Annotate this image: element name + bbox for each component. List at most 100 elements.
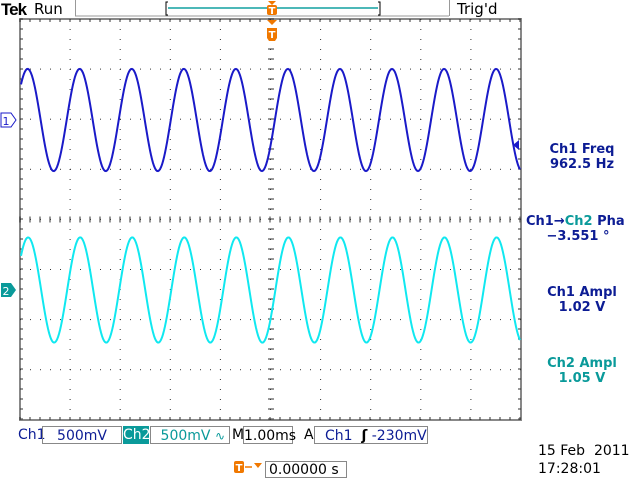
grid-dot: [130, 118, 131, 120]
grid-dot: [390, 118, 391, 120]
grid-dot: [169, 189, 171, 190]
grid-dot: [130, 168, 131, 170]
grid-dot: [470, 229, 472, 230]
ch1-scale[interactable]: 500mV: [42, 426, 122, 444]
grid-dot: [340, 369, 341, 371]
grid-dot: [490, 118, 491, 120]
grid-dot: [420, 39, 422, 40]
grid-dot: [140, 168, 141, 170]
grid-dot: [69, 229, 71, 230]
grid-dot: [470, 159, 472, 160]
grid-dot: [119, 239, 121, 240]
ch2-ground-marker[interactable]: 2: [1, 283, 16, 298]
grid-dot: [30, 118, 31, 120]
grid-dot: [470, 329, 472, 330]
grid-dot: [260, 118, 261, 120]
grid-dot: [370, 329, 372, 330]
grid-dot: [40, 68, 41, 70]
grid-dot: [280, 68, 281, 70]
grid-dot: [340, 269, 341, 270]
measurement-ch1-ampl: Ch1 Ampl 1.02 V: [530, 285, 634, 315]
grid-dot: [300, 319, 301, 321]
grid-dot: [420, 289, 422, 290]
ch2-label[interactable]: Ch2: [123, 426, 151, 444]
grid-dot: [510, 319, 511, 321]
grid-dot: [220, 168, 221, 170]
grid-dot: [370, 49, 372, 50]
time: 17:28:01: [538, 461, 601, 477]
grid-dot: [320, 319, 321, 321]
grid-dot: [30, 68, 31, 70]
grid-dot: [460, 319, 461, 321]
grid-dot: [420, 199, 422, 200]
grid-dot: [420, 79, 422, 80]
grid-dot: [169, 129, 171, 130]
measurement-label: Ch1 Freq: [549, 142, 615, 157]
grid-dot: [130, 269, 131, 270]
trigger-position-icon: T: [234, 459, 266, 479]
grid-dot: [219, 189, 221, 190]
svg-text:1: 1: [3, 115, 10, 128]
grid-dot: [320, 49, 322, 50]
grid-dot: [219, 329, 221, 330]
grid-dot: [470, 49, 472, 50]
grid-dot: [219, 349, 221, 350]
grid-dot: [170, 319, 171, 321]
ch2-scale[interactable]: 500mV ∿: [150, 426, 230, 444]
grid-dot: [169, 249, 171, 250]
grid-dot: [440, 269, 441, 270]
grid-dot: [219, 99, 221, 100]
grid-dot: [370, 259, 372, 260]
grid-dot: [169, 399, 171, 400]
grid-dot: [370, 389, 372, 390]
grid-dot: [69, 139, 71, 140]
grid-dot: [290, 118, 291, 120]
grid-dot: [140, 319, 141, 321]
grid-dot: [170, 168, 171, 170]
trigger-settings[interactable]: Ch1 ʃ -230mV: [314, 426, 428, 444]
trigger-position-value[interactable]: 0.00000 s: [265, 461, 347, 478]
grid-dot: [420, 369, 421, 371]
grid-dot: [400, 168, 401, 170]
ch1-label[interactable]: Ch1: [18, 427, 46, 443]
timebase-value[interactable]: 1.00ms: [243, 426, 297, 444]
grid-dot: [130, 319, 131, 321]
grid-dot: [119, 49, 121, 50]
grid-dot: [80, 118, 81, 120]
grid-dot: [320, 139, 322, 140]
grid-dot: [420, 159, 422, 160]
grid-dot: [219, 49, 221, 50]
trigger-level: -230mV: [371, 428, 427, 444]
grid-dot: [40, 369, 41, 371]
grid-dot: [169, 149, 171, 150]
grid-dot: [50, 118, 51, 120]
grid-dot: [219, 359, 221, 360]
grid-dot: [400, 68, 401, 70]
grid-dot: [110, 68, 111, 70]
grid-dot: [260, 68, 261, 70]
grid-dot: [169, 139, 171, 140]
grid-dot: [470, 399, 472, 400]
grid-dot: [420, 109, 422, 110]
grid-dot: [430, 369, 431, 371]
measurement-phase: Ch1→Ch2 Pha −3.551 °: [526, 214, 640, 244]
grid-dot: [180, 168, 181, 170]
grid-dot: [370, 249, 372, 250]
grid-dot: [420, 59, 422, 60]
grid-dot: [260, 319, 261, 321]
grid-dot: [240, 369, 241, 371]
grid-dot: [190, 369, 191, 371]
grid-dot: [350, 319, 351, 321]
grid-dot: [119, 249, 121, 250]
grid-dot: [420, 49, 422, 50]
grid-dot: [230, 319, 231, 321]
grid-dot: [340, 118, 341, 120]
grid-dot: [219, 209, 221, 210]
grid-dot: [169, 409, 171, 410]
grid-dot: [470, 99, 472, 100]
grid-dot: [69, 309, 71, 310]
grid-dot: [119, 129, 121, 130]
ch1-ground-marker[interactable]: 1: [0, 112, 17, 128]
trigger-level-marker-icon[interactable]: [513, 140, 519, 150]
